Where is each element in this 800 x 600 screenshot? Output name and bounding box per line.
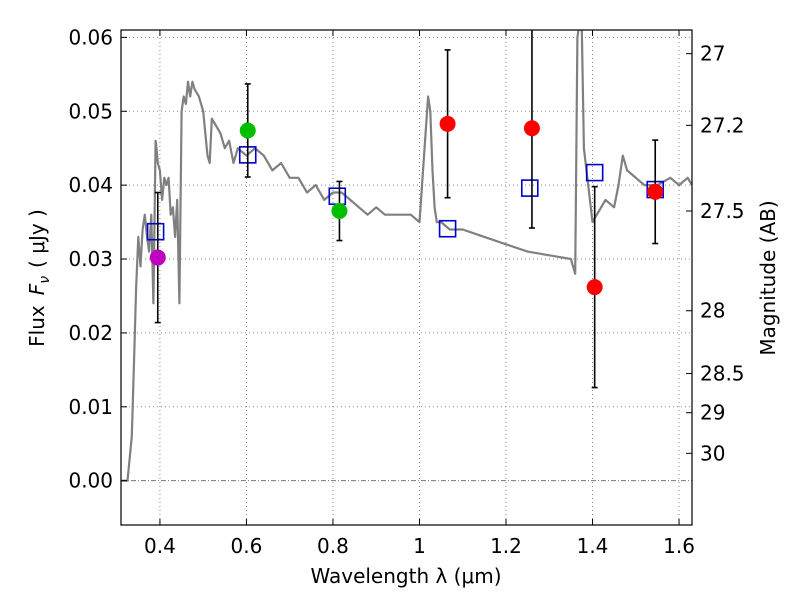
mag-tick-label: 27.2 [700, 113, 745, 137]
right-y-axis-label: Magnitude (AB) [756, 200, 780, 355]
x-tick-label: 1.4 [577, 534, 609, 558]
mag-tick-label: 30 [700, 441, 725, 465]
observed-point [149, 249, 166, 266]
axes-frame [120, 29, 693, 526]
model-photometry-point [520, 179, 539, 197]
observed-point [439, 115, 456, 132]
y-tick-label: 0.05 [68, 99, 113, 123]
x-axis-label: Wavelength λ (μm) [310, 564, 501, 588]
mag-tick-label: 27.5 [700, 199, 745, 223]
x-tick-label: 1.2 [490, 534, 522, 558]
model-photometry-point [146, 222, 165, 241]
model-photometry-point [328, 187, 347, 206]
y-tick-label: 0.01 [68, 395, 113, 419]
y-tick-label: 0.04 [68, 173, 113, 197]
plot-area [121, 30, 692, 482]
mag-tick-label: 27 [700, 42, 725, 66]
x-tick-label: 0.6 [231, 534, 263, 558]
ticks: 0.4 0.6 0.8 1 1.2 1.4 1.6 0.00 0.01 0.02 0.03 0.04 0… [68, 25, 744, 558]
grid [121, 30, 692, 525]
model-photometry-point [585, 163, 604, 182]
x-tick-label: 0.8 [317, 534, 349, 558]
y-tick-label: 0.03 [68, 247, 113, 271]
x-tick-label: 1 [413, 534, 426, 558]
y-axis-label-var: F [25, 283, 49, 295]
model-photometry-point [438, 219, 457, 238]
y-tick-label: 0.00 [68, 469, 113, 493]
mag-tick-label: 28 [700, 299, 725, 323]
y-axis-label-sub: ν [37, 276, 53, 284]
observed-point [331, 203, 348, 220]
y-tick-label: 0.06 [68, 25, 113, 49]
y-axis-label: Flux Fν ( μJy ) [25, 209, 53, 347]
sed-model-line [121, 30, 692, 482]
y-axis-label-flux: Flux [25, 305, 49, 347]
observed-point [647, 183, 664, 200]
y-tick-label: 0.02 [68, 321, 113, 345]
mag-tick-label: 29 [700, 401, 725, 425]
x-tick-label: 1.6 [663, 534, 695, 558]
x-tick-label: 0.4 [144, 534, 176, 558]
observed-point [523, 120, 540, 137]
observed-point [239, 122, 256, 139]
observed-point [586, 279, 603, 296]
mag-tick-label: 28.5 [700, 362, 745, 386]
y-axis-label-unit: ( μJy ) [25, 209, 49, 268]
